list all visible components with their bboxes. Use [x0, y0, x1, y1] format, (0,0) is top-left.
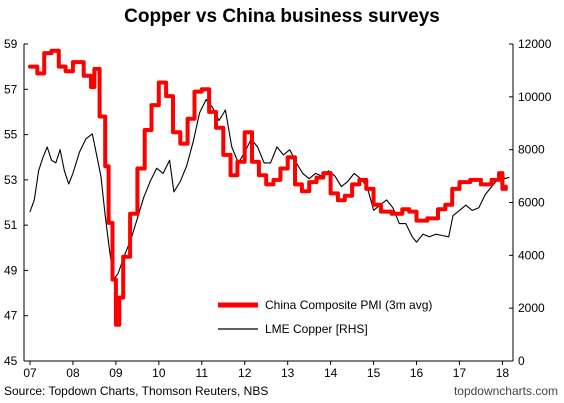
left-tick-label: 47 — [4, 309, 18, 323]
right-tick-label: 10000 — [518, 90, 552, 104]
x-tick-label: 16 — [410, 366, 424, 380]
left-tick-label: 53 — [4, 173, 18, 187]
legend-label-pmi: China Composite PMI (3m avg) — [265, 298, 432, 312]
right-axis: 0 2000 4000 6000 8000 10000 12000 — [509, 37, 552, 368]
right-tick-label: 4000 — [518, 248, 545, 262]
right-tick-label: 12000 — [518, 37, 552, 51]
series-line-pmi — [28, 48, 508, 327]
x-tick-label: 12 — [238, 366, 252, 380]
left-tick-label: 49 — [4, 263, 18, 277]
right-tick-label: 6000 — [518, 196, 545, 210]
right-tick-label: 0 — [518, 354, 525, 368]
series-line-copper — [29, 98, 510, 280]
left-axis: 45 47 49 51 53 55 57 59 — [4, 37, 28, 368]
left-tick-label: 45 — [4, 354, 18, 368]
x-tick-label: 10 — [152, 366, 166, 380]
right-tick-label: 8000 — [518, 143, 545, 157]
x-tick-label: 13 — [281, 366, 295, 380]
x-tick-label: 14 — [324, 366, 338, 380]
legend: China Composite PMI (3m avg) LME Copper … — [218, 298, 432, 336]
left-tick-label: 51 — [4, 218, 18, 232]
x-tick-label: 11 — [196, 366, 209, 380]
series-layer — [28, 48, 510, 327]
x-tick-label: 09 — [109, 366, 123, 380]
left-tick-label: 55 — [4, 128, 18, 142]
x-tick-label: 18 — [496, 366, 510, 380]
x-tick-label: 17 — [453, 366, 467, 380]
chart-title: Copper vs China business surveys — [124, 6, 440, 27]
left-tick-label: 59 — [4, 37, 18, 51]
source-note: Source: Topdown Charts, Thomson Reuters,… — [4, 384, 268, 398]
x-tick-label: 08 — [66, 366, 80, 380]
right-tick-label: 2000 — [518, 301, 545, 315]
x-tick-label: 15 — [367, 366, 381, 380]
legend-label-copper: LME Copper [RHS] — [265, 322, 368, 336]
x-axis: 07 08 09 10 11 12 13 14 15 16 17 18 — [23, 361, 509, 380]
x-tick-label: 07 — [23, 366, 37, 380]
left-tick-label: 57 — [4, 82, 18, 96]
watermark: topdowncharts.com — [454, 384, 558, 398]
